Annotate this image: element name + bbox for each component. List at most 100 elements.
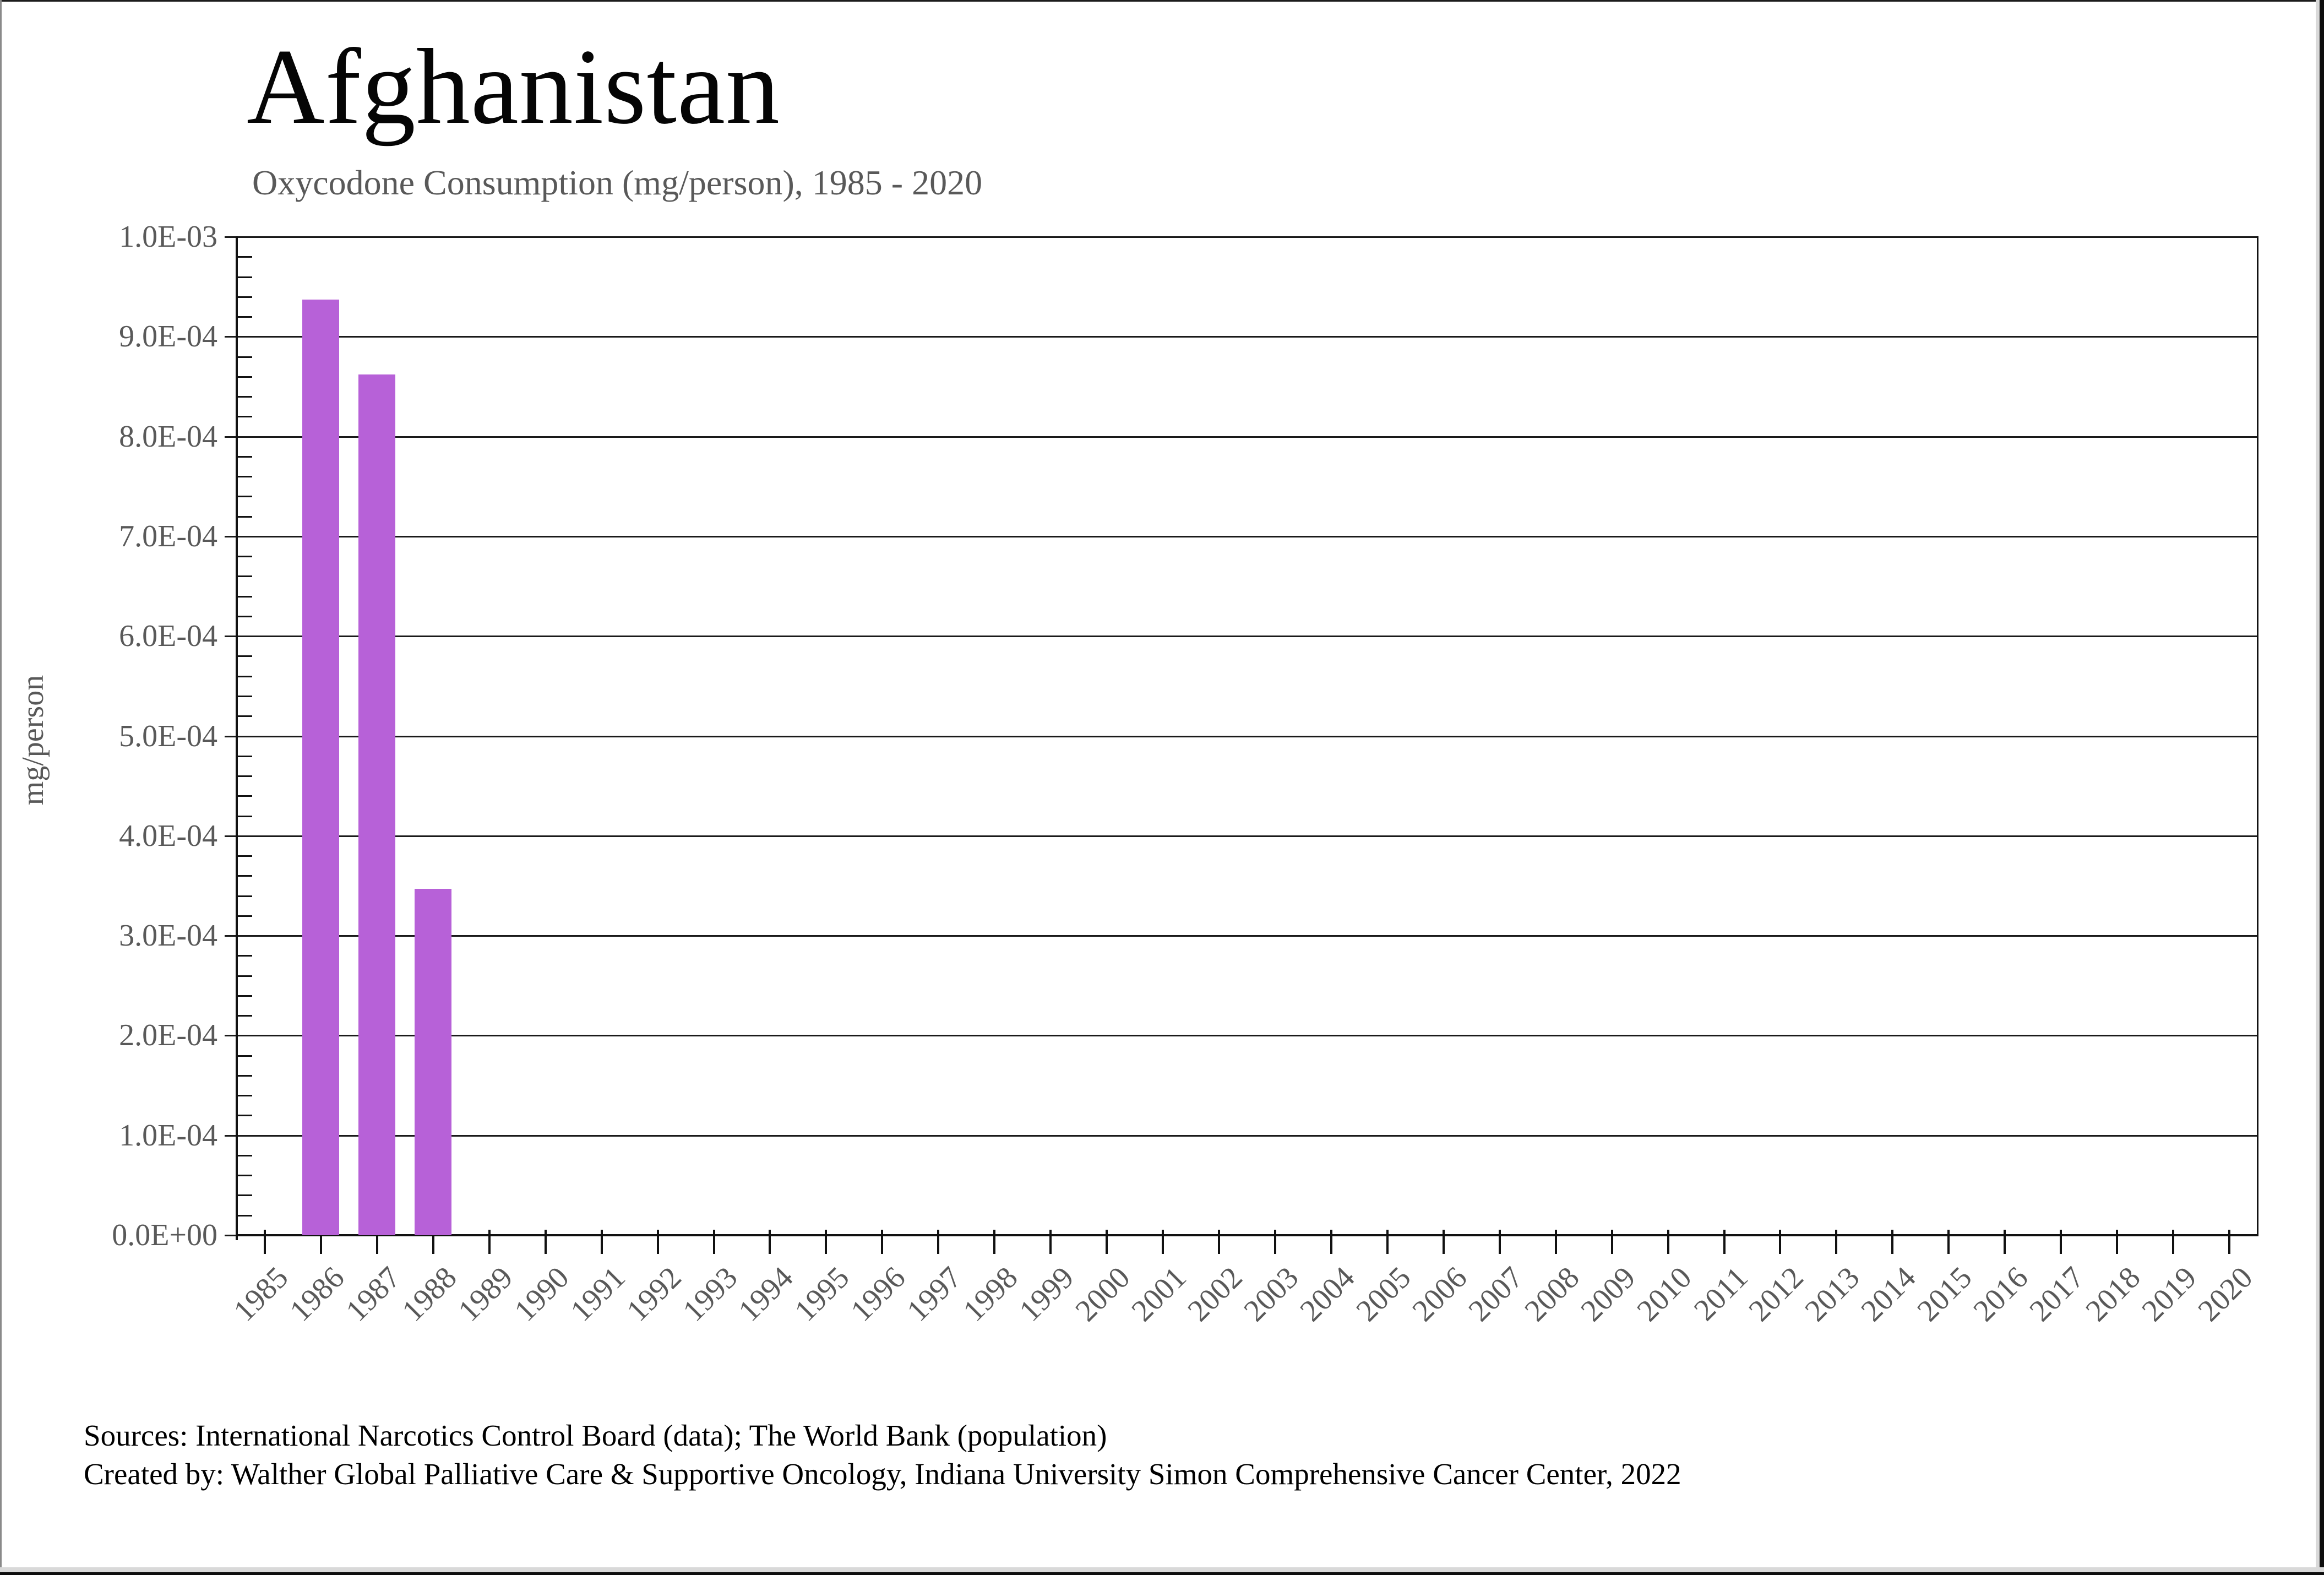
y-minor-tick (238, 455, 252, 458)
y-minor-tick (238, 256, 252, 258)
x-tick (825, 1230, 828, 1254)
y-minor-tick (238, 1095, 252, 1097)
y-minor-tick (238, 815, 252, 817)
y-minor-tick (238, 595, 252, 598)
y-minor-tick (238, 975, 252, 977)
y-tick-label: 8.0E-04 (119, 419, 217, 454)
y-gridline (225, 236, 2257, 238)
y-tick-label: 2.0E-04 (119, 1018, 217, 1053)
x-tick (432, 1230, 434, 1254)
x-tick (1273, 1230, 1276, 1254)
x-tick (319, 1230, 322, 1254)
y-tick-label: 1.0E-03 (119, 220, 217, 254)
x-tick (2228, 1230, 2231, 1254)
y-tick-label: 5.0E-04 (119, 719, 217, 753)
credit-line: Created by: Walther Global Palliative Ca… (84, 1457, 1681, 1491)
x-tick (2116, 1230, 2119, 1254)
y-gridline (225, 535, 2257, 537)
card-border-top (0, 0, 2324, 2)
plot-right-border (2257, 236, 2258, 1236)
x-tick (1610, 1230, 1613, 1254)
y-minor-tick (238, 695, 252, 697)
y-minor-tick (238, 1015, 252, 1017)
x-tick (1947, 1230, 1950, 1254)
y-minor-tick (238, 795, 252, 797)
y-minor-tick (238, 1194, 252, 1197)
y-tick-label: 6.0E-04 (119, 619, 217, 654)
y-minor-tick (238, 356, 252, 358)
y-minor-tick (238, 755, 252, 757)
y-minor-tick (238, 875, 252, 877)
y-tick-label: 3.0E-04 (119, 919, 217, 953)
y-tick-label: 4.0E-04 (119, 818, 217, 853)
card-border-bottom (0, 1572, 2324, 1575)
y-minor-tick (238, 476, 252, 478)
y-minor-tick (238, 515, 252, 518)
card-shadow-bottom (0, 1567, 2324, 1572)
x-tick (1779, 1230, 1782, 1254)
x-tick (993, 1230, 996, 1254)
x-tick (937, 1230, 940, 1254)
y-minor-tick (238, 675, 252, 677)
y-minor-tick (238, 376, 252, 378)
x-axis-line (236, 1234, 2258, 1236)
y-minor-tick (238, 556, 252, 558)
x-tick (712, 1230, 715, 1254)
bar-1988 (415, 889, 451, 1235)
y-minor-tick (238, 855, 252, 857)
y-minor-tick (238, 1154, 252, 1156)
y-minor-tick (238, 496, 252, 498)
y-tick-label: 9.0E-04 (119, 319, 217, 354)
y-minor-tick (238, 1214, 252, 1216)
y-minor-tick (238, 1115, 252, 1117)
x-tick (656, 1230, 659, 1254)
y-minor-tick (238, 296, 252, 298)
chart-subtitle: Oxycodone Consumption (mg/person), 1985 … (252, 163, 983, 202)
y-gridline (225, 1134, 2257, 1137)
x-tick (1498, 1230, 1501, 1254)
x-tick (600, 1230, 603, 1254)
card-border-right (2320, 0, 2324, 1575)
bar-1987 (358, 374, 395, 1235)
y-gridline (225, 835, 2257, 837)
x-tick (488, 1230, 491, 1254)
source-note: Sources: International Narcotics Control… (84, 1416, 1681, 1494)
x-tick (2172, 1230, 2175, 1254)
y-tick-label: 1.0E-04 (119, 1118, 217, 1153)
y-minor-tick (238, 775, 252, 778)
x-tick (1723, 1230, 1726, 1254)
y-tick-label: 7.0E-04 (119, 519, 217, 553)
y-minor-tick (238, 995, 252, 997)
y-gridline (225, 1035, 2257, 1037)
y-minor-tick (238, 575, 252, 578)
x-tick (1835, 1230, 1838, 1254)
y-minor-tick (238, 915, 252, 917)
y-gridline (225, 336, 2257, 338)
y-minor-tick (238, 416, 252, 418)
y-gridline (225, 436, 2257, 438)
x-tick (2060, 1230, 2062, 1254)
card-border-left (0, 0, 2, 1575)
y-minor-tick (238, 316, 252, 318)
x-tick (263, 1230, 266, 1254)
x-tick (769, 1230, 771, 1254)
y-minor-tick (238, 276, 252, 278)
y-axis-line (236, 236, 238, 1240)
x-tick (1891, 1230, 1894, 1254)
x-tick (1442, 1230, 1445, 1254)
x-tick (881, 1230, 884, 1254)
y-minor-tick (238, 396, 252, 398)
y-gridline (225, 935, 2257, 937)
x-tick (1106, 1230, 1108, 1254)
x-tick (1049, 1230, 1052, 1254)
y-minor-tick (238, 1074, 252, 1077)
x-tick (544, 1230, 547, 1254)
y-gridline (225, 636, 2257, 638)
x-tick (1162, 1230, 1164, 1254)
x-tick (1218, 1230, 1221, 1254)
x-tick (375, 1230, 378, 1254)
y-minor-tick (238, 1055, 252, 1057)
y-tick-label: 0.0E+00 (112, 1218, 217, 1252)
x-tick (2004, 1230, 2006, 1254)
